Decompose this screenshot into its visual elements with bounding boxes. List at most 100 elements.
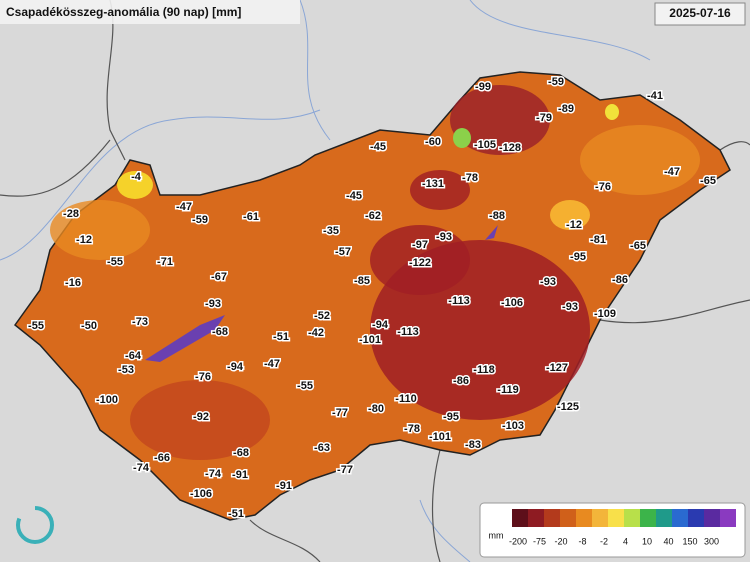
station-value: -85 <box>354 275 370 287</box>
station-value: -77 <box>337 464 353 476</box>
station-value: -55 <box>28 320 44 332</box>
station-value: -65 <box>630 240 646 252</box>
station-value: -45 <box>370 141 386 153</box>
station-value: -83 <box>465 439 481 451</box>
station-value: -93 <box>540 276 556 288</box>
legend-label: 40 <box>663 536 673 546</box>
legend-label: -8 <box>578 536 586 546</box>
legend-swatch <box>528 509 544 527</box>
station-value: -67 <box>211 271 227 283</box>
legend-unit: mm <box>489 530 504 540</box>
station-value: -131 <box>422 178 444 190</box>
station-value: -61 <box>243 211 259 223</box>
station-value: -71 <box>157 256 173 268</box>
legend-label: -75 <box>533 536 546 546</box>
station-value: -94 <box>227 361 244 373</box>
station-value: -53 <box>118 364 134 376</box>
station-value: -97 <box>412 239 428 251</box>
station-value: -65 <box>700 175 716 187</box>
station-value: -76 <box>595 181 611 193</box>
station-value: -74 <box>133 462 150 474</box>
legend-swatch <box>560 509 576 527</box>
station-value: -93 <box>205 298 221 310</box>
station-value: -91 <box>276 480 292 492</box>
station-value: -66 <box>154 452 170 464</box>
station-value: -41 <box>647 90 663 102</box>
station-value: -63 <box>314 442 330 454</box>
station-value: -93 <box>562 301 578 313</box>
legend-label: 300 <box>704 536 719 546</box>
legend-swatch <box>592 509 608 527</box>
station-value: -55 <box>297 380 313 392</box>
station-value: -113 <box>397 326 418 338</box>
legend-label: 150 <box>682 536 697 546</box>
station-value: -78 <box>404 423 420 435</box>
rivers <box>0 0 651 562</box>
station-value: -95 <box>570 251 586 263</box>
legend-swatch <box>608 509 624 527</box>
station-value: -52 <box>314 310 330 322</box>
station-value: -106 <box>190 488 212 500</box>
station-value: -47 <box>264 358 280 370</box>
station-value: -68 <box>212 326 228 338</box>
station-value: -95 <box>443 411 459 423</box>
legend-swatch <box>720 509 736 527</box>
station-value: -86 <box>612 274 628 286</box>
station-value: -78 <box>462 172 478 184</box>
stations: -99 -59 -41 -89 -79 -60 -105 -128 -45 -4 -131 -78 -7… <box>27 74 718 521</box>
station-value: -68 <box>233 447 249 459</box>
station-value: -51 <box>273 331 289 343</box>
station-value: -60 <box>425 136 441 148</box>
station-value: -105 <box>474 139 496 151</box>
station-value: -16 <box>65 277 81 289</box>
station-value: -47 <box>664 166 680 178</box>
station-value: -86 <box>453 375 469 387</box>
station-value: -42 <box>308 327 324 339</box>
station-value: -110 <box>395 393 416 405</box>
legend-swatch <box>512 509 528 527</box>
station-value: -79 <box>536 112 552 124</box>
station-value: -28 <box>63 208 79 220</box>
station-value: -59 <box>548 76 564 88</box>
station-value: -89 <box>558 103 574 115</box>
station-value: -106 <box>501 297 523 309</box>
station-value: -81 <box>590 234 606 246</box>
station-value: -122 <box>409 257 431 269</box>
station-value: -103 <box>502 420 524 432</box>
logo <box>16 506 54 544</box>
legend-label: -200 <box>509 536 527 546</box>
station-value: -88 <box>489 210 505 222</box>
station-value: -128 <box>499 142 521 154</box>
legend-swatch <box>704 509 720 527</box>
legend-label: -2 <box>600 536 608 546</box>
station-value: -101 <box>429 431 451 443</box>
station-value: -35 <box>323 225 339 237</box>
legend-swatch <box>544 509 560 527</box>
station-value: -92 <box>193 411 209 423</box>
legend-swatch <box>656 509 672 527</box>
legend-swatch <box>624 509 640 527</box>
station-value: -100 <box>96 394 118 406</box>
title-box <box>0 0 300 24</box>
station-value: -118 <box>473 364 494 376</box>
station-value: -109 <box>594 308 616 320</box>
map-title: Csapadékösszeg-anomália (90 nap) [mm] <box>6 5 241 19</box>
legend: mm -200 -75 -20 -8 -2 4 10 40 150 300 <box>489 509 736 546</box>
legend-swatch <box>688 509 704 527</box>
station-value: -91 <box>232 469 248 481</box>
station-value: -47 <box>176 201 192 213</box>
legend-label: -20 <box>554 536 567 546</box>
station-value: -74 <box>205 468 222 480</box>
legend-label: 10 <box>642 536 652 546</box>
station-value: -4 <box>131 171 142 183</box>
anomaly-zones <box>50 85 700 460</box>
station-value: -50 <box>81 320 97 332</box>
station-value: -93 <box>436 231 452 243</box>
station-value: -12 <box>566 219 582 231</box>
station-value: -57 <box>335 246 351 258</box>
station-value: -125 <box>557 401 579 413</box>
date: 2025-07-16 <box>669 6 731 20</box>
legend-swatch <box>672 509 688 527</box>
